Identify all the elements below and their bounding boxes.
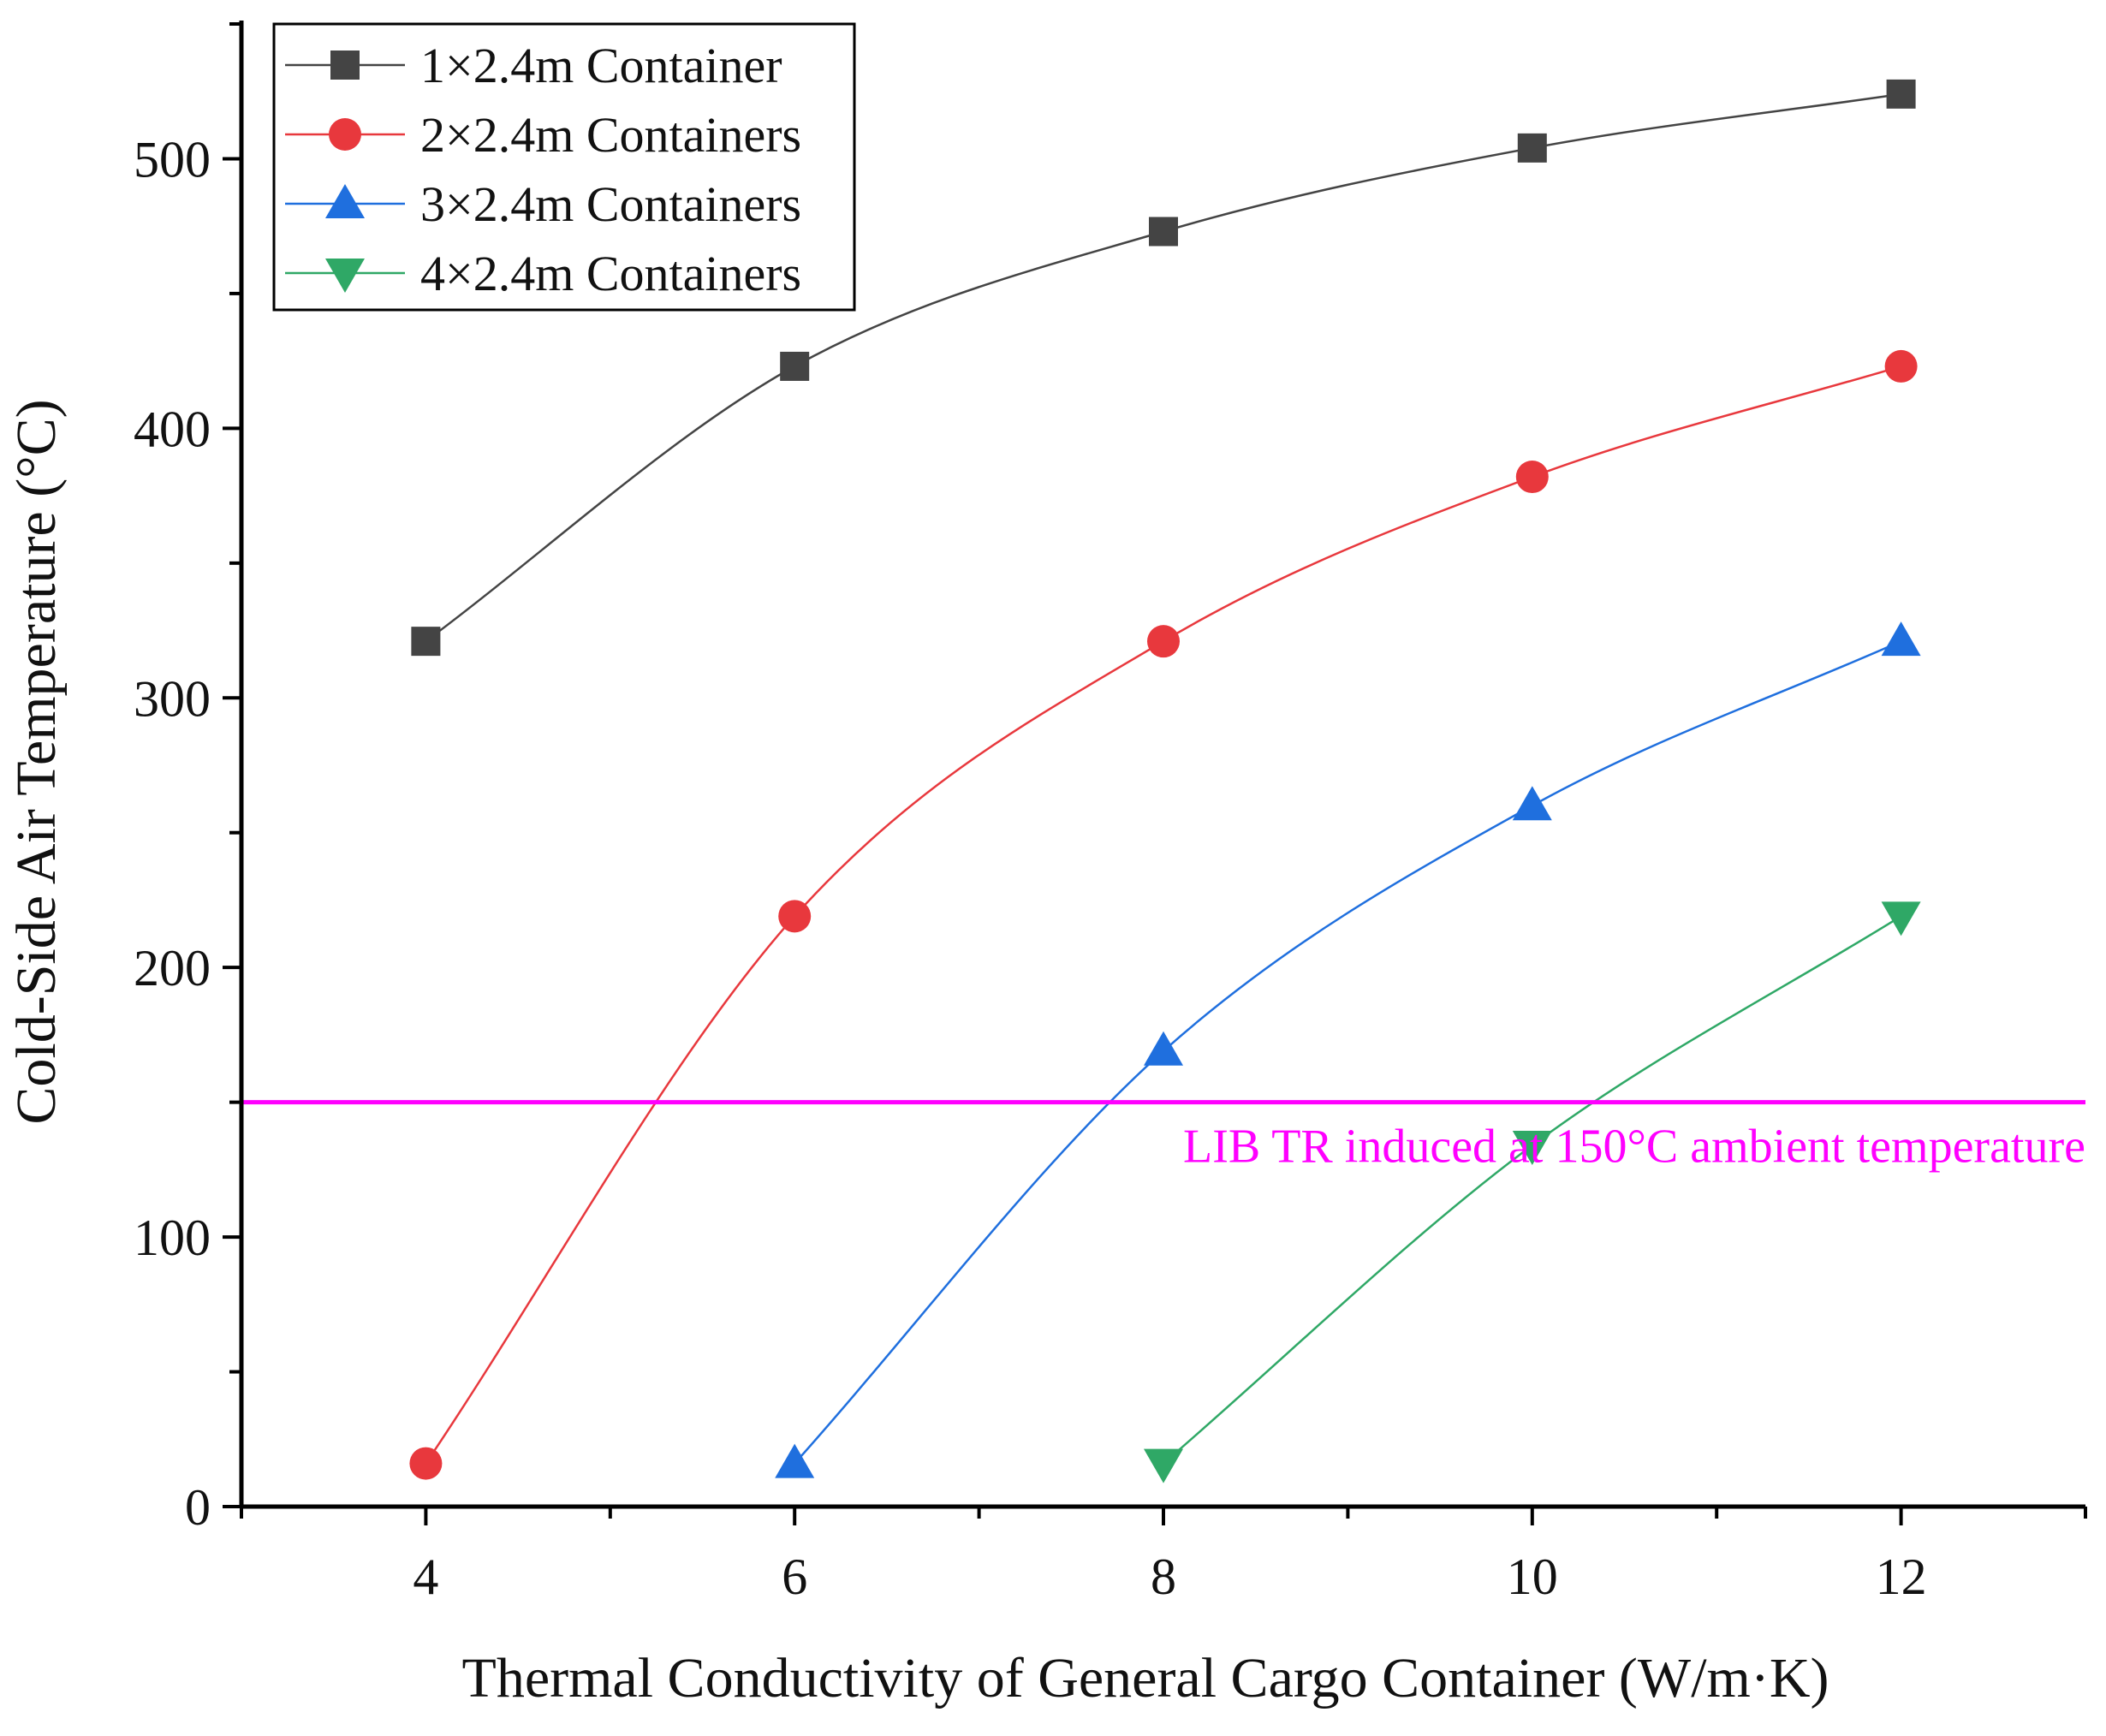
x-tick-label: 10 [1507, 1549, 1558, 1605]
y-tick-label: 300 [134, 670, 211, 727]
series-2-point [409, 1447, 443, 1480]
series-4 [1144, 901, 1921, 1483]
x-tick-label: 8 [1151, 1549, 1176, 1605]
y-tick-label: 400 [134, 401, 211, 457]
x-tick-label: 12 [1876, 1549, 1927, 1605]
series-1-point [780, 351, 810, 381]
series-2-point [1515, 461, 1549, 494]
series-3 [775, 621, 1921, 1478]
x-tick-label: 6 [782, 1549, 807, 1605]
legend-marker [330, 51, 360, 80]
legend: 1×2.4m Container 2×2.4m Containers 3×2.4m … [272, 22, 856, 312]
series-2 [409, 349, 1918, 1480]
series-2-point [1147, 625, 1180, 658]
legend-box [272, 22, 856, 312]
legend-label: 4×2.4m Containers [420, 246, 801, 301]
legend-label: 2×2.4m Containers [420, 107, 801, 163]
series-2-point [778, 900, 812, 933]
legend-item: 1×2.4m Container [285, 38, 782, 93]
series-3-line [794, 639, 1902, 1465]
y-tick-label: 500 [134, 131, 211, 187]
series-1-point [1517, 133, 1547, 163]
series-4-line [1163, 915, 1902, 1465]
legend-item: 2×2.4m Containers [285, 107, 801, 163]
series-1-point [1886, 79, 1916, 109]
series-3-point [1144, 1031, 1183, 1066]
legend-item: 3×2.4m Containers [285, 176, 801, 232]
legend-marker [325, 184, 365, 218]
series-2-line [425, 365, 1901, 1465]
legend-label: 3×2.4m Containers [420, 176, 801, 232]
series-3-point [775, 1443, 815, 1478]
legend-label: 1×2.4m Container [420, 38, 782, 93]
series-1-point [1149, 217, 1178, 247]
legend-marker [329, 118, 361, 151]
reference-layer: LIB TR induced at 150°C ambient temperat… [241, 1100, 2085, 1174]
series-4-point [1881, 901, 1921, 936]
y-axis-label: Cold-Side Air Temperature (°C) [5, 399, 68, 1124]
series-layer [409, 79, 1921, 1483]
series-4-point [1144, 1448, 1183, 1483]
y-tick-label: 100 [134, 1210, 211, 1266]
x-axis-label: Thermal Conductivity of General Cargo Co… [462, 1647, 1829, 1709]
y-tick-label: 0 [185, 1479, 211, 1536]
axes: 4 6 8 10 12 0 100 200 300 400 500 [134, 21, 2087, 1605]
legend-item: 4×2.4m Containers [285, 246, 801, 301]
y-tick-label: 200 [134, 940, 211, 996]
series-1-point [411, 627, 441, 657]
threshold-label: LIB TR induced at 150°C ambient temperat… [1183, 1121, 2085, 1174]
series-3-point [1512, 786, 1552, 821]
series-1 [411, 79, 1916, 657]
series-2-point [1884, 349, 1918, 383]
series-4-point [1512, 1131, 1552, 1166]
legend-marker [325, 259, 365, 293]
series-3-point [1881, 621, 1921, 657]
x-tick-label: 4 [413, 1549, 438, 1605]
